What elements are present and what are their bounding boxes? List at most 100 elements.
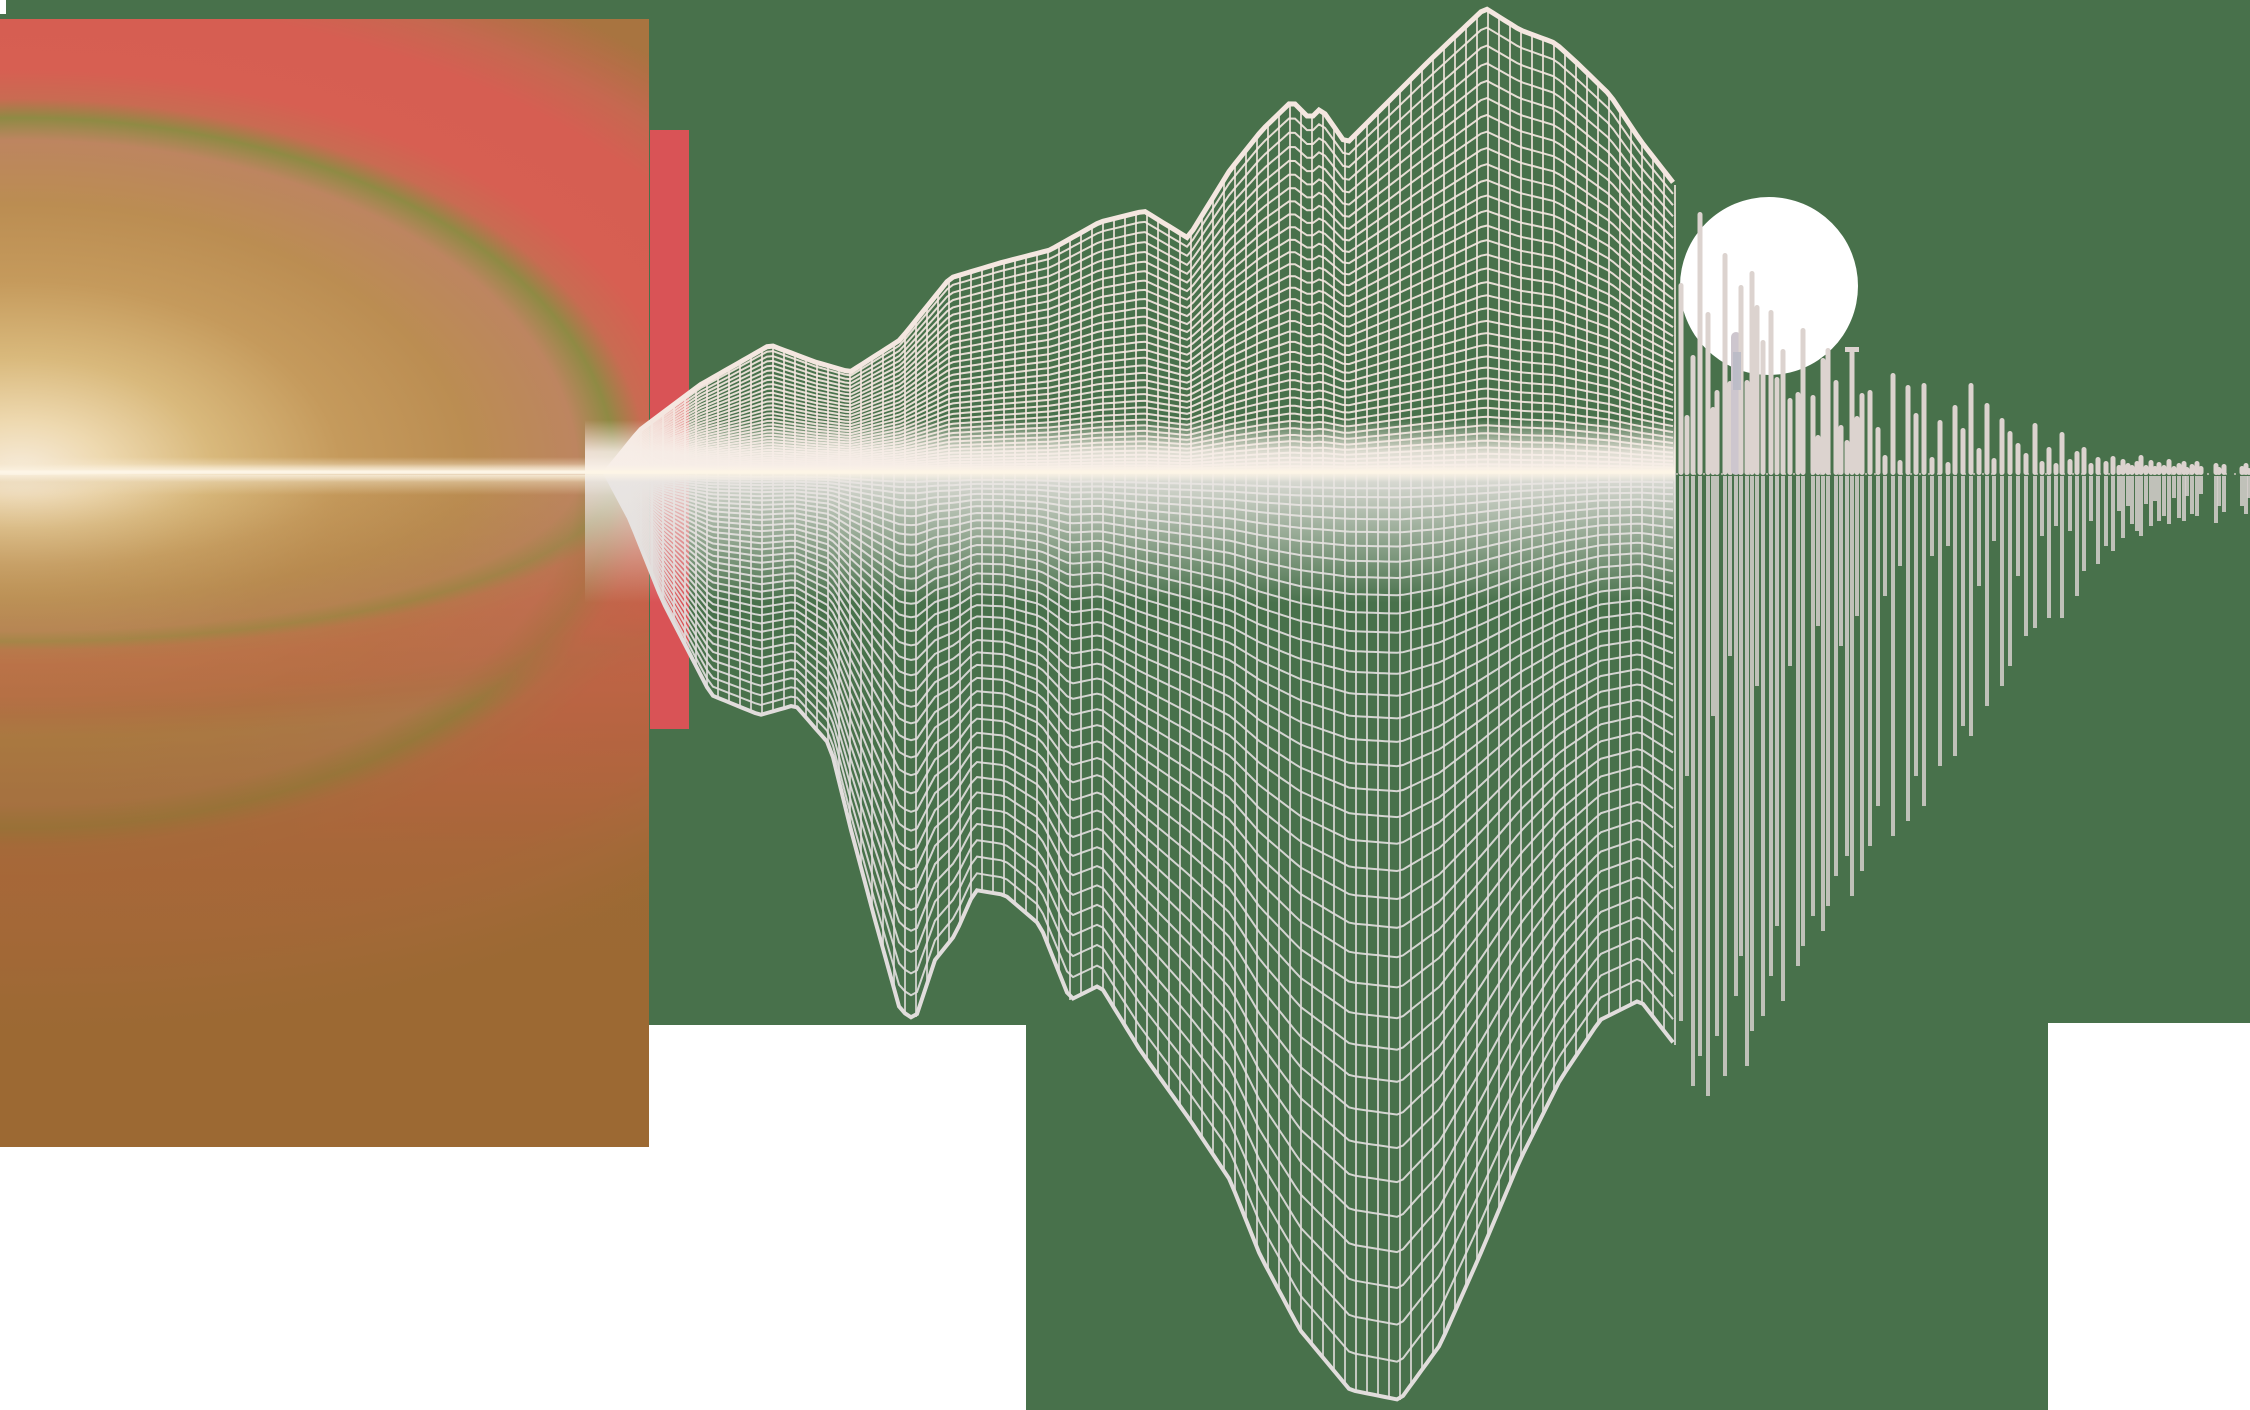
bar-reflection — [2130, 476, 2134, 524]
bar-reflection — [1775, 476, 1779, 926]
mesh-row — [604, 163, 1674, 474]
bar — [2134, 461, 2140, 475]
mesh-row — [603, 6, 1675, 475]
white-region — [649, 1025, 1026, 1410]
bar — [1849, 350, 1855, 475]
bar-reflection — [1711, 476, 1715, 716]
bar — [2143, 465, 2149, 475]
bar-reflection — [2182, 476, 2186, 521]
bar — [1684, 415, 1690, 475]
horizon-line — [0, 470, 1675, 474]
bar — [2148, 460, 2154, 475]
bar-reflection — [1891, 476, 1895, 836]
bar-reflection — [2162, 476, 2166, 516]
bar-reflection — [2121, 476, 2125, 538]
bar-reflection — [2000, 476, 2004, 686]
bar-reflection — [1788, 476, 1792, 666]
bar — [1760, 340, 1766, 475]
mesh-row — [604, 253, 1674, 474]
mesh-row — [604, 472, 1674, 1083]
bar-reflection — [1922, 476, 1926, 806]
bar-reflection — [1739, 476, 1743, 956]
audio-bars — [1678, 212, 2250, 1096]
bar-reflection — [1755, 476, 1759, 686]
bar — [1897, 460, 1903, 475]
bar — [1754, 305, 1760, 475]
bar — [1833, 380, 1839, 475]
bar-reflection — [1914, 476, 1918, 776]
bar-reflection — [2144, 476, 2148, 504]
bar-reflection — [2149, 476, 2153, 526]
bar — [2161, 465, 2167, 475]
bar-reflection — [2089, 476, 2093, 521]
bar-reflection — [1883, 476, 1887, 596]
bar — [1768, 310, 1774, 475]
bar-cap — [1845, 347, 1859, 352]
bar — [1705, 312, 1711, 475]
bar-reflection — [1961, 476, 1965, 726]
bar-reflection — [2244, 476, 2248, 514]
bar-reflection — [2135, 476, 2139, 531]
bar — [1945, 462, 1951, 475]
bar-reflection — [2104, 476, 2108, 546]
bar — [1678, 283, 1684, 475]
bar — [1825, 348, 1831, 475]
bar — [1913, 413, 1919, 475]
bar-reflection — [2167, 476, 2171, 524]
mesh-row — [604, 472, 1674, 1254]
bar — [1859, 393, 1865, 475]
bar — [1875, 427, 1881, 475]
bar-reflection — [2214, 476, 2218, 523]
bar — [1976, 448, 1982, 475]
bar-reflection — [2060, 476, 2064, 618]
bar-reflection — [2111, 476, 2115, 551]
bar-reflection — [1969, 476, 1973, 736]
bar-accent-block — [1733, 352, 1741, 390]
bar-reflection — [1868, 476, 1872, 846]
bar — [1810, 395, 1816, 475]
brown-square — [0, 19, 649, 1147]
bar-reflection — [1985, 476, 1989, 706]
bar — [2221, 464, 2227, 475]
bar — [2023, 453, 2029, 475]
bar — [1844, 440, 1850, 475]
bar-reflection — [1715, 476, 1719, 1036]
bar — [1820, 358, 1826, 475]
bar-reflection — [1898, 476, 1902, 566]
bar — [2152, 466, 2158, 475]
bar-reflection — [1811, 476, 1815, 916]
mesh-row — [604, 472, 1674, 1363]
mesh-row — [603, 472, 1675, 1402]
mesh-row — [604, 178, 1674, 474]
bar — [1854, 416, 1860, 475]
bar-reflection — [2047, 476, 2051, 618]
mesh-row — [604, 472, 1674, 1150]
bar-reflection — [2153, 476, 2157, 501]
bar-reflection — [1977, 476, 1981, 586]
mesh-row — [604, 79, 1674, 474]
bar — [2125, 463, 2131, 475]
bar-reflection — [2190, 476, 2194, 514]
bar — [2116, 465, 2122, 475]
bar — [1714, 390, 1720, 475]
bar — [2032, 423, 2038, 475]
bar-reflection — [1685, 476, 1689, 776]
bar — [1882, 455, 1888, 475]
bar-reflection — [2033, 476, 2037, 628]
mesh-row — [604, 472, 1674, 1116]
bar — [2171, 466, 2177, 475]
mesh-row — [604, 26, 1674, 474]
bar — [1780, 349, 1786, 475]
bar-reflection — [1679, 476, 1683, 1021]
mesh-row — [604, 239, 1674, 474]
bar-reflection — [1821, 476, 1825, 931]
bar-reflection — [1834, 476, 1838, 876]
bar-reflection — [1761, 476, 1765, 1016]
bar — [2246, 468, 2250, 475]
bar — [2067, 459, 2073, 475]
bar-reflection — [1728, 476, 1732, 656]
mesh-row — [604, 472, 1674, 1051]
mesh-row — [604, 62, 1674, 474]
bar — [2166, 459, 2172, 475]
bar-reflection — [1953, 476, 1957, 756]
